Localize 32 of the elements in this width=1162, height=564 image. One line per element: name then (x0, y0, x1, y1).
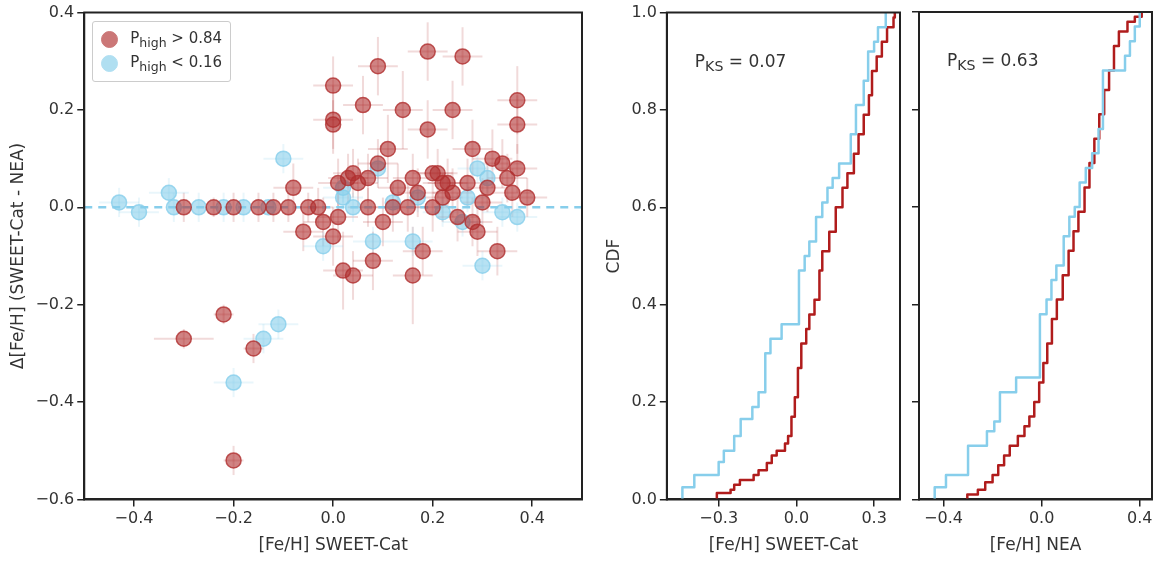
annotation: P$_{KS}$ = 0.63 (947, 50, 1039, 74)
x-tick-label: 0.4 (1127, 508, 1153, 528)
y-tick-label: −0.4 (35, 391, 75, 411)
y-axis-title: Δ[Fe/H] (SWEET-Cat - NEA) (6, 142, 27, 370)
x-tick-label: 0.0 (1028, 508, 1055, 528)
legend-label: P$_{high}$ > 0.84 (130, 28, 223, 50)
y-tick-label: 0.0 (631, 488, 657, 508)
y-tick-label: 1.0 (631, 1, 657, 21)
x-axis-title: [Fe/H] SWEET-Cat (258, 534, 409, 555)
y-tick-label: 0.2 (48, 99, 75, 119)
annotation: P$_{KS}$ = 0.07 (694, 50, 787, 74)
x-tick-label: −0.2 (214, 508, 254, 528)
x-tick-label: 0.3 (861, 508, 887, 528)
y-axis-title: CDF (602, 238, 623, 274)
x-tick-label: 0.0 (783, 508, 810, 528)
x-tick-label: 0.4 (519, 508, 545, 528)
x-tick-label: −0.3 (699, 508, 739, 528)
legend-label: P$_{high}$ < 0.16 (130, 52, 223, 74)
x-tick-label: 0.2 (419, 508, 446, 528)
y-tick-label: 0.2 (631, 391, 657, 411)
x-tick-label: −0.4 (114, 508, 154, 528)
y-tick-label: 0.8 (631, 99, 657, 119)
x-axis-title: [Fe/H] NEA (989, 534, 1082, 555)
y-tick-label: 0.4 (48, 1, 75, 21)
y-tick-label: 0.0 (48, 196, 75, 216)
x-tick-label: −0.4 (924, 508, 963, 528)
y-tick-label: −0.2 (35, 293, 75, 313)
x-tick-label: 0.0 (320, 508, 346, 528)
y-tick-label: 0.4 (631, 293, 657, 313)
y-tick-label: −0.6 (35, 488, 75, 508)
x-axis-title: [Fe/H] SWEET-Cat (708, 534, 859, 555)
y-tick-label: 0.6 (631, 196, 657, 216)
